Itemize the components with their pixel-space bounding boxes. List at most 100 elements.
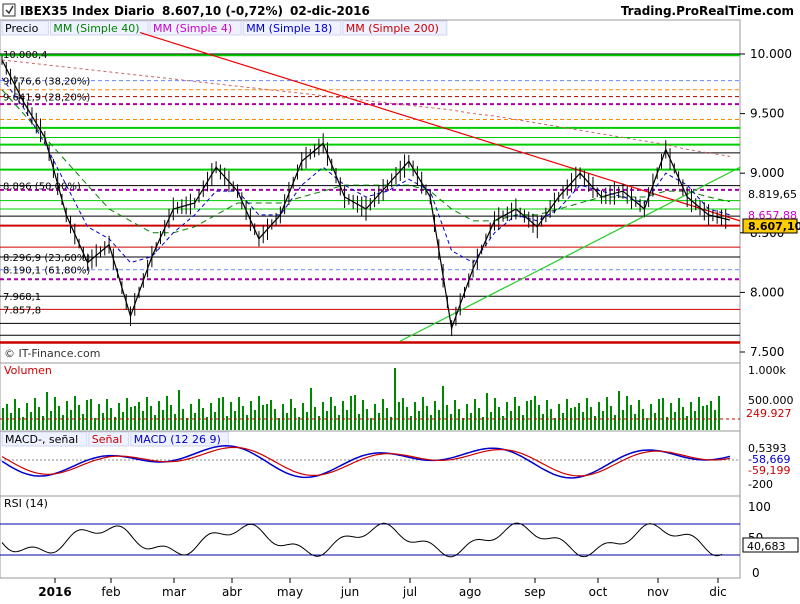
- macd-legend-item-1[interactable]: Señal: [92, 433, 123, 446]
- x-tick-label: oct: [589, 585, 608, 599]
- volume-bar: [274, 409, 276, 430]
- volume-bar: [514, 397, 516, 430]
- x-tick-label: dic: [709, 585, 727, 599]
- legend-item-bg[interactable]: [1, 20, 49, 36]
- volume-bar: [190, 404, 192, 430]
- y-tick-label: 9.000: [750, 166, 784, 180]
- volume-bar: [186, 418, 188, 430]
- volume-bar: [678, 398, 680, 430]
- macd-legend-bg[interactable]: [88, 431, 130, 447]
- volume-bar: [50, 411, 52, 430]
- x-tick-label: ago: [459, 585, 481, 599]
- legend-item-2[interactable]: MM (Simple 4): [153, 22, 232, 35]
- volume-bar: [634, 414, 636, 430]
- volume-bar: [478, 408, 480, 430]
- series-mm-simple-200-: [1, 59, 731, 157]
- header-period: Diario: [114, 4, 154, 18]
- brand-label: Trading.ProRealTime.com: [621, 4, 794, 18]
- legend-item-bg[interactable]: [49, 20, 149, 36]
- volume-bar: [158, 401, 160, 430]
- volume-bar: [466, 404, 468, 430]
- rsi-current: 40,683: [747, 540, 786, 553]
- volume-bar: [650, 404, 652, 430]
- volume-bar: [434, 401, 436, 430]
- x-tick-label: jul: [402, 585, 417, 599]
- macd-legend-bg[interactable]: [130, 431, 229, 447]
- volume-bar: [162, 410, 164, 430]
- volume-bar: [582, 412, 584, 430]
- volume-bar: [714, 410, 716, 430]
- level-label: 7.857,8: [3, 305, 41, 316]
- x-tick-label: may: [277, 585, 303, 599]
- volume-bar: [602, 411, 604, 430]
- volume-bar: [658, 399, 660, 430]
- volume-bar: [34, 398, 36, 430]
- volume-bar: [106, 399, 108, 430]
- macd-legend-bg[interactable]: [1, 431, 88, 447]
- rsi-panel: [0, 495, 741, 579]
- volume-bar: [654, 413, 656, 430]
- current-price-tag: [742, 218, 798, 234]
- volume-bar: [626, 396, 628, 430]
- x-tick-label: feb: [101, 585, 120, 599]
- volume-bar: [126, 398, 128, 430]
- volume-bar: [410, 416, 412, 430]
- rsi-tick-100: 100: [748, 500, 771, 514]
- level-label: 8.296,9 (23,60%): [3, 253, 90, 264]
- volume-bar: [78, 405, 80, 430]
- legend-item-bg[interactable]: [342, 20, 448, 36]
- x-tick-label: 2016: [38, 585, 71, 599]
- volume-bar: [154, 415, 156, 430]
- volume-bar: [414, 402, 416, 430]
- rsi-line: [1, 522, 723, 558]
- volume-bar: [42, 416, 44, 430]
- legend-item-1[interactable]: MM (Simple 40): [53, 22, 139, 35]
- level-label: 9.776,6 (38,20%): [3, 77, 90, 88]
- y-tick-label: 8.000: [750, 285, 784, 299]
- volume-bar: [550, 409, 552, 430]
- macd-tick: -200: [748, 478, 773, 491]
- volume-bar: [614, 415, 616, 430]
- volume-bar: [534, 396, 536, 430]
- volume-bar: [486, 393, 488, 430]
- macd-legend-item-0[interactable]: MACD-, señal: [5, 433, 78, 446]
- volume-bar: [306, 412, 308, 430]
- volume-bar: [278, 418, 280, 430]
- volume-bar: [90, 399, 92, 430]
- legend-item-bg[interactable]: [242, 20, 342, 36]
- volume-bar: [334, 406, 336, 430]
- volume-bar: [150, 406, 152, 430]
- volume-bar: [462, 418, 464, 430]
- current-price-label: 8.607,10: [748, 220, 800, 233]
- price-tag-1: 8.819,65: [748, 188, 797, 201]
- volume-bar: [286, 413, 288, 430]
- macd-legend-item-2[interactable]: MACD (12 26 9): [134, 433, 221, 446]
- volume-bar: [346, 410, 348, 430]
- volume-bar: [546, 400, 548, 430]
- volume-bar: [370, 418, 372, 430]
- legend-item-3[interactable]: MM (Simple 18): [246, 22, 332, 35]
- volume-bar: [450, 414, 452, 430]
- legend-item-bg[interactable]: [149, 20, 242, 36]
- legend-item-0[interactable]: Precio: [5, 22, 39, 35]
- volume-bar: [630, 405, 632, 430]
- volume-bar: [14, 399, 16, 430]
- volume-bar: [170, 405, 172, 430]
- volume-bar: [670, 403, 672, 430]
- volume-bar: [406, 407, 408, 430]
- price-lines: [1, 55, 731, 337]
- x-tick-label: abr: [222, 585, 242, 599]
- volume-bar: [338, 415, 340, 430]
- volume-bar: [138, 402, 140, 430]
- volume-bar: [622, 410, 624, 430]
- volume-bar: [494, 398, 496, 430]
- y-tick-label: 10.000: [750, 47, 792, 61]
- legend-item-4[interactable]: MM (Simple 200): [346, 22, 439, 35]
- volume-bar: [558, 404, 560, 430]
- volume-bar: [638, 400, 640, 430]
- volume-bar: [394, 368, 396, 430]
- collapse-checkbox[interactable]: [2, 3, 16, 17]
- volume-bar: [522, 415, 524, 430]
- volume-bar: [586, 398, 588, 430]
